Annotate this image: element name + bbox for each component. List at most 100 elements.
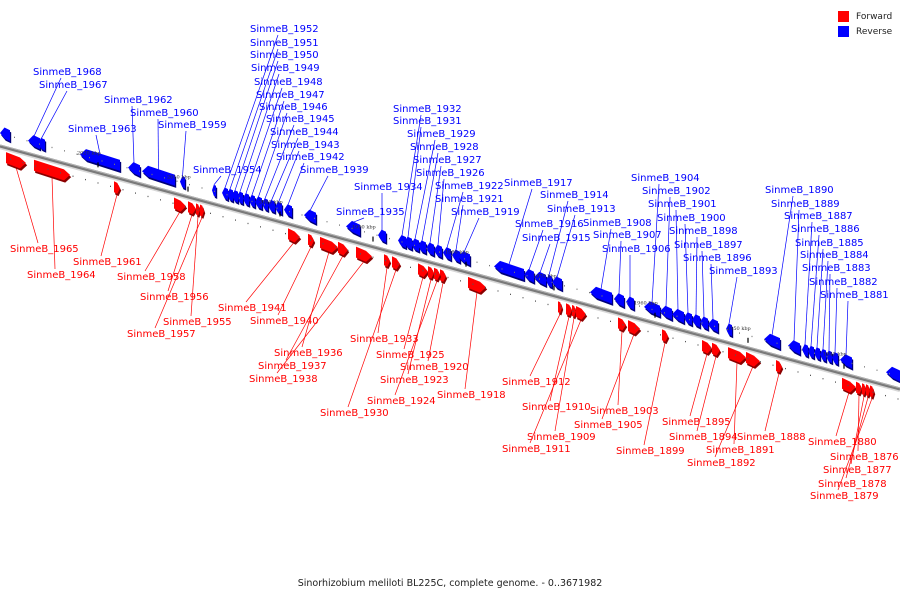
reverse-gene-label: SinmeB_1900 [657, 213, 726, 224]
minor-tick [110, 185, 111, 187]
forward-gene-label: SinmeB_1936 [274, 348, 343, 359]
minor-tick [685, 340, 686, 343]
minor-tick [276, 207, 278, 209]
reverse-leader [407, 126, 422, 238]
forward-leader [617, 330, 623, 406]
forward-gene [776, 360, 782, 373]
reverse-gene [660, 305, 672, 320]
reverse-gene-label: SinmeB_1914 [540, 190, 609, 201]
forward-gene [856, 381, 862, 395]
reverse-gene [820, 348, 826, 362]
tick-label: 1980 kbp [445, 250, 469, 256]
forward-gene-label: SinmeB_1877 [823, 465, 892, 476]
minor-tick [22, 162, 24, 164]
minor-tick [860, 388, 861, 390]
reverse-gene-label: SinmeB_1932 [393, 104, 462, 115]
minor-tick [172, 202, 174, 204]
reverse-gene-label: SinmeB_1968 [33, 67, 102, 78]
reverse-gene [764, 333, 780, 350]
forward-leader [643, 342, 666, 446]
reverse-leader [224, 34, 279, 188]
forward-gene [866, 384, 870, 397]
reverse-gene [726, 323, 732, 337]
reverse-leader [258, 112, 288, 197]
reverse-gene [802, 344, 808, 357]
reverse-leader [239, 73, 280, 192]
reverse-gene [552, 276, 562, 291]
reverse-gene-label: SinmeB_1884 [800, 250, 869, 261]
forward-leader [529, 319, 582, 444]
reverse-leader [828, 273, 831, 351]
forward-leader [377, 267, 388, 334]
tick-label: 1970 kbp [533, 273, 557, 279]
forward-leader [190, 216, 199, 317]
minor-tick [739, 332, 740, 334]
minor-tick [160, 199, 161, 201]
minor-tick [226, 194, 228, 196]
forward-gene-label: SinmeB_1964 [27, 270, 96, 281]
forward-gene-label: SinmeB_1876 [830, 452, 899, 463]
minor-tick [360, 253, 361, 255]
reverse-leader [157, 118, 159, 170]
minor-tick [810, 374, 811, 376]
reverse-gene-label: SinmeB_1943 [271, 140, 340, 151]
reverse-gene [826, 350, 832, 364]
reverse-gene [452, 249, 460, 263]
minor-tick [239, 197, 240, 199]
forward-leader [857, 394, 860, 452]
minor-tick [697, 344, 699, 346]
forward-gene-label: SinmeB_1940 [250, 316, 319, 327]
minor-tick [651, 308, 653, 311]
reverse-leader [446, 191, 464, 248]
reverse-leader [710, 263, 714, 320]
minor-tick [797, 371, 799, 373]
minor-tick [247, 222, 249, 225]
reverse-leader [421, 152, 439, 242]
reverse-gene-label: SinmeB_1908 [583, 218, 652, 229]
minor-tick [310, 239, 311, 241]
minor-tick [822, 378, 824, 380]
reverse-leader [810, 234, 820, 346]
minor-tick [660, 334, 661, 336]
reverse-gene [38, 137, 45, 151]
reverse-gene-label: SinmeB_1942 [276, 152, 345, 163]
minor-tick [51, 146, 53, 149]
forward-leader [845, 397, 869, 479]
forward-gene [392, 256, 400, 270]
reverse-leader [528, 229, 544, 270]
reverse-gene [304, 209, 316, 224]
reverse-gene [434, 244, 442, 258]
forward-gene [114, 181, 120, 194]
reverse-leader [278, 150, 300, 203]
minor-tick [326, 221, 328, 223]
forward-gene-label: SinmeB_1958 [117, 272, 186, 283]
minor-tick [210, 212, 211, 214]
reverse-gene [672, 308, 684, 324]
minor-tick [676, 315, 678, 317]
reverse-leader [771, 195, 794, 336]
forward-gene [188, 201, 196, 215]
forward-gene-label: SinmeB_1938 [249, 374, 318, 385]
minor-tick [147, 195, 149, 198]
tick-label: 1990 kbp [352, 225, 376, 231]
reverse-leader [548, 200, 569, 276]
minor-tick [589, 291, 590, 294]
minor-tick [39, 143, 40, 145]
minor-tick [426, 248, 428, 250]
forward-gene-label: SinmeB_1903 [590, 406, 659, 417]
reverse-gene [418, 240, 426, 254]
forward-leader [51, 177, 56, 270]
reverse-gene-label: SinmeB_1887 [784, 211, 853, 222]
reverse-gene [180, 176, 185, 189]
forward-gene [468, 276, 486, 293]
minor-tick [85, 178, 86, 181]
minor-tick [764, 339, 765, 341]
reverse-leader [41, 90, 68, 139]
forward-leader [15, 167, 39, 244]
minor-tick [351, 227, 353, 230]
minor-tick [835, 381, 836, 383]
minor-tick [139, 170, 140, 172]
minor-tick [726, 329, 728, 331]
forward-gene-label: SinmeB_1965 [10, 244, 79, 255]
minor-tick [889, 372, 890, 375]
